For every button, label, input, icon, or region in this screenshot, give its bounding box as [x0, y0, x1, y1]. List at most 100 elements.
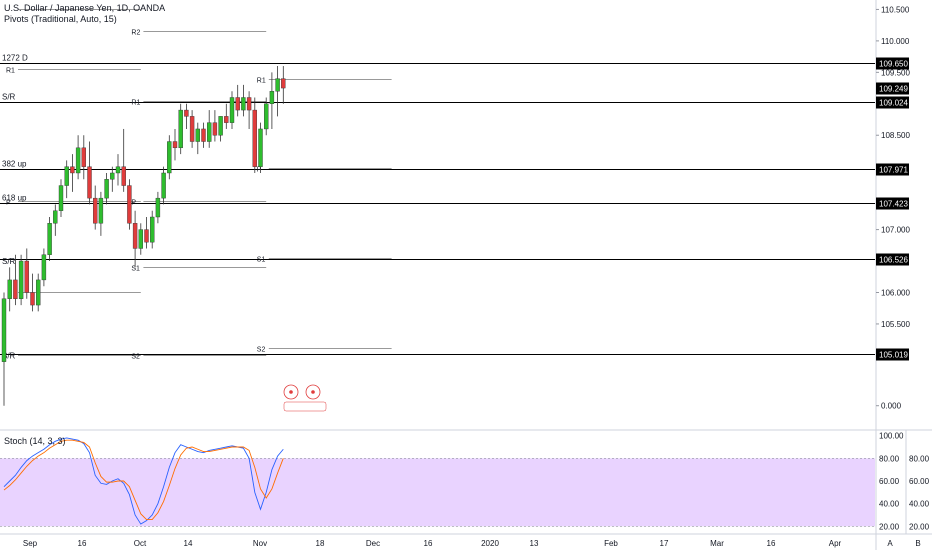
candle-body [53, 210, 58, 224]
stoch-band [0, 458, 875, 527]
candle-body [224, 116, 229, 123]
candle-body [172, 141, 178, 149]
event-dot-icon [289, 390, 293, 394]
level-price-tag-text: 106.526 [879, 256, 908, 265]
candle-body [218, 116, 223, 136]
candle-body [41, 254, 47, 281]
stoch-right-tick-label: 60.00 [909, 477, 930, 486]
log-scale-button[interactable]: B [915, 539, 920, 548]
level-price-tag[interactable] [876, 253, 909, 266]
price-tick-label: 108.500 [881, 131, 910, 140]
stoch-legend: Stoch (14, 3, 3) [4, 436, 66, 447]
stoch-tick-label: 60.00 [879, 477, 900, 486]
candle-body [269, 91, 275, 104]
candle-body [121, 166, 126, 186]
symbol-title[interactable]: U.S. Dollar / Japanese Yen, 1D, OANDA [4, 3, 166, 13]
last-price-tag[interactable] [876, 82, 909, 95]
stoch-indicator-label[interactable]: Stoch (14, 3, 3) [4, 436, 66, 446]
time-tick-label: Dec [366, 539, 380, 548]
level-price-tag[interactable] [876, 163, 909, 176]
level-price-tag[interactable] [876, 197, 909, 210]
level-label: 618 up [2, 194, 27, 203]
price-tick-label: 106.000 [881, 288, 910, 297]
candle-body [275, 78, 280, 92]
price-axis[interactable]: 109.650 109.024 107.971 107.423 106.526 105.0… [876, 5, 930, 531]
stoch-d-line [3, 439, 284, 520]
candle-body [229, 97, 235, 123]
pivot-label-p: P [257, 167, 262, 174]
candle-body [30, 292, 35, 306]
candle-body [75, 147, 81, 174]
time-axis[interactable]: Sep 16 Oct 14 Nov 18 Dec 16 2020 13 Feb 17 Mar 16 Apr A… [23, 539, 921, 548]
candle-body [104, 179, 109, 199]
time-tick-label: 18 [316, 539, 325, 548]
pivots-indicator-label[interactable]: Pivots (Traditional, Auto, 15) [4, 14, 117, 24]
horizontal-levels: 1272 D S/R 382 up 618 up S/R S/R [0, 54, 875, 361]
level-label: 1272 D [2, 54, 28, 63]
last-price-tag-text: 109.249 [879, 85, 908, 94]
price-tick-label: 107.000 [881, 226, 910, 235]
pivot-label-p: P [131, 200, 136, 207]
candle-body [161, 172, 166, 199]
time-tick-label: 13 [530, 539, 539, 548]
candle-body [178, 109, 183, 149]
candle-body [167, 141, 172, 174]
level-price-tag-text: 107.423 [879, 200, 908, 209]
time-tick-label: 14 [184, 539, 193, 548]
candle-body [132, 223, 138, 249]
candle-body [235, 97, 240, 111]
candle-body [184, 109, 189, 117]
pivot-label-r2: R2 [131, 30, 140, 37]
candle-body [92, 197, 98, 224]
sr-label: S/R [2, 257, 16, 266]
event-markers[interactable] [283, 384, 327, 412]
event-dot-icon [311, 390, 315, 394]
candle-body [144, 229, 149, 243]
price-tick-label: 0.000 [881, 402, 902, 411]
candle-body [24, 260, 29, 293]
price-tick-label: 105.500 [881, 320, 910, 329]
stoch-right-tick-label: 40.00 [909, 500, 930, 509]
legend: U.S. Dollar / Japanese Yen, 1D, OANDA Pi… [4, 3, 165, 25]
time-tick-label: Mar [710, 539, 724, 548]
candle-body [47, 223, 52, 255]
sr-label: S/R [2, 352, 16, 361]
auto-scale-button[interactable]: A [887, 539, 893, 548]
event-badge-icon[interactable] [283, 401, 327, 412]
level-label: 382 up [2, 160, 27, 169]
pivot-label-r1: R1 [257, 78, 266, 85]
candles [1, 66, 286, 406]
candle-body [87, 166, 92, 199]
level-price-tag[interactable] [876, 348, 909, 361]
candle-body [18, 260, 24, 299]
stochastic-pane [0, 437, 875, 527]
pivot-label-s2: S2 [131, 354, 140, 361]
candle-body [246, 97, 252, 111]
candle-body [110, 172, 115, 180]
level-price-tag[interactable] [876, 57, 909, 70]
candle-body [258, 128, 263, 167]
candle-body [201, 128, 206, 142]
candle-body [281, 78, 286, 89]
time-tick-label: 16 [424, 539, 433, 548]
price-tick-label: 109.500 [881, 68, 910, 77]
price-tick-label: 110.000 [881, 37, 910, 46]
candle-body [138, 229, 144, 249]
candle-body [81, 147, 87, 167]
candle-body [36, 279, 41, 306]
candle-body [98, 197, 104, 224]
pivot-label-r1: R1 [131, 100, 140, 107]
candle-body [195, 128, 201, 142]
candle-body [189, 116, 195, 142]
candle-body [70, 166, 75, 174]
candle-body [206, 122, 212, 142]
level-price-tag-text: 109.650 [879, 60, 908, 69]
level-price-tag[interactable] [876, 96, 909, 109]
time-tick-label: Feb [604, 539, 618, 548]
candle-body [1, 298, 7, 362]
time-tick-label: Sep [23, 539, 38, 548]
time-tick-label: 2020 [481, 539, 499, 548]
time-tick-label: Nov [253, 539, 267, 548]
candle-body [64, 166, 69, 186]
